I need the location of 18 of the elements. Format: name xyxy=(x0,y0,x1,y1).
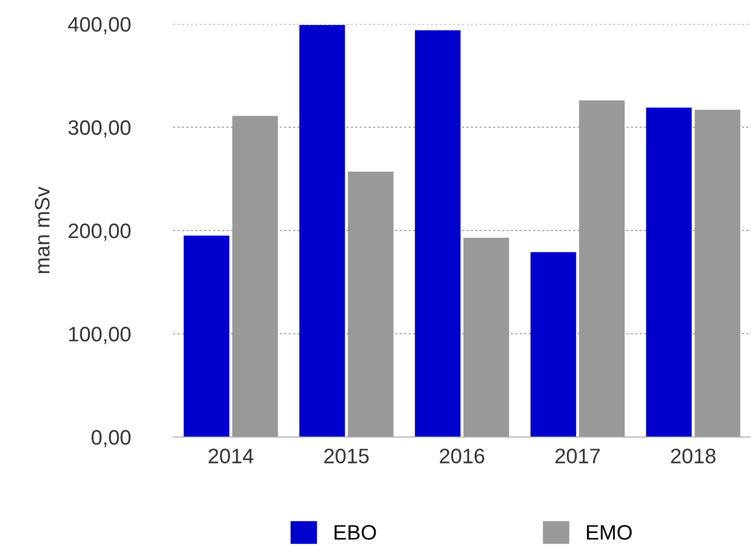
bar xyxy=(299,25,345,437)
x-tick-label: 2018 xyxy=(671,448,716,464)
y-tick-label: 0,00 xyxy=(92,430,131,448)
bar xyxy=(414,30,461,437)
x-tick-label: 2016 xyxy=(440,448,484,464)
y-tick-label: 200,00 xyxy=(68,224,131,241)
bar xyxy=(530,252,576,437)
x-tick-label: 2017 xyxy=(555,448,600,464)
y-tick-label: 300,00 xyxy=(68,120,131,138)
x-tick-label: 2015 xyxy=(324,448,369,464)
bar xyxy=(646,108,692,437)
legend-label: EMO xyxy=(586,524,632,540)
y-tick-label: 100,00 xyxy=(69,326,131,344)
legend-label: EBO xyxy=(334,524,376,540)
y-tick-label: 400,00 xyxy=(68,17,131,34)
y-axis-title: man mSv xyxy=(34,186,50,274)
x-tick-label: 2014 xyxy=(208,448,254,464)
bar xyxy=(184,236,230,437)
